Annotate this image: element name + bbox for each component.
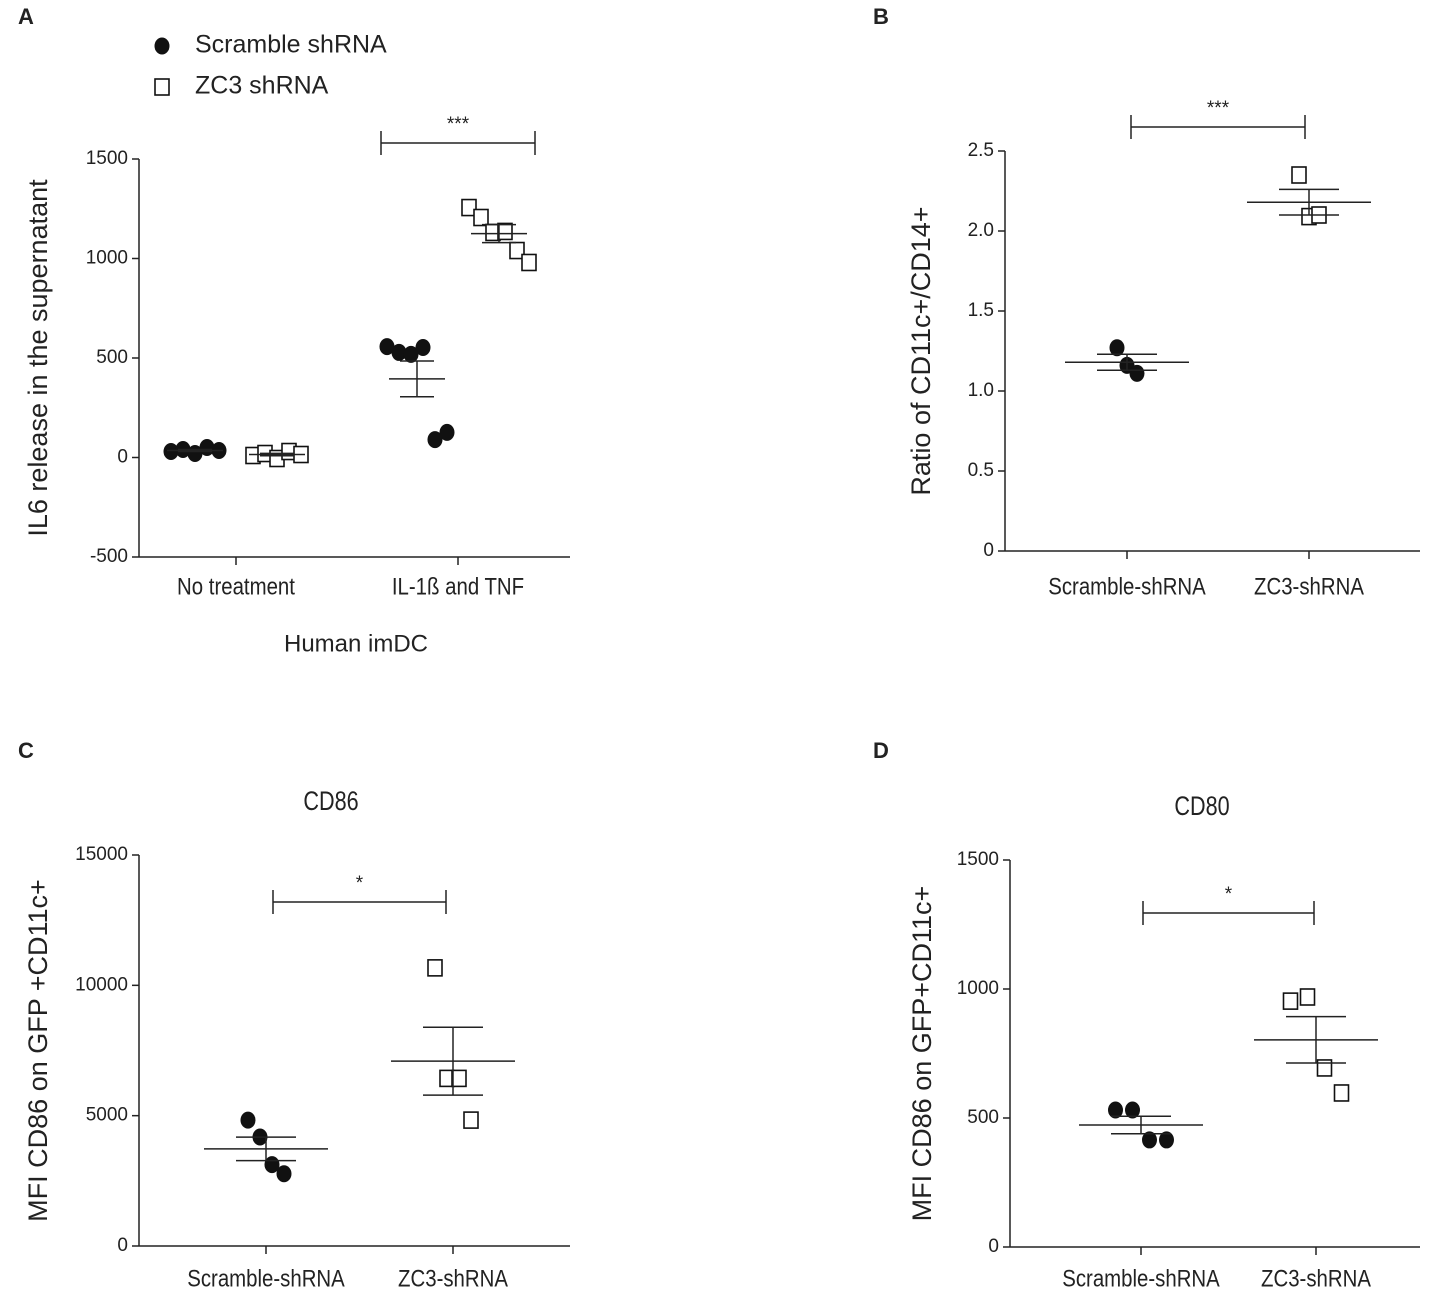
y-tick-label: 2.5 — [968, 140, 994, 161]
point — [1125, 1101, 1140, 1119]
significance-label: *** — [447, 114, 470, 135]
significance-label: *** — [1207, 98, 1230, 119]
point — [154, 78, 170, 96]
y-tick-label: 0.5 — [968, 460, 994, 481]
x-tick-label: Scramble-shRNA — [1048, 573, 1206, 600]
panel-label: A — [18, 4, 34, 29]
point — [1159, 1131, 1174, 1149]
x-tick-label: No treatment — [177, 573, 296, 600]
x-tick-label: IL-1ß and TNF — [392, 573, 524, 600]
x-tick-label: ZC3-shRNA — [1254, 573, 1364, 600]
point — [509, 241, 525, 260]
chart-title: CD86 — [303, 787, 358, 817]
y-tick-label: 0 — [988, 1236, 999, 1257]
legend-label: ZC3 shRNA — [195, 72, 329, 100]
y-axis-label: IL6 release in the supernatant — [23, 179, 53, 537]
y-axis-label: MFI CD86 on GFP +CD11c+ — [23, 879, 53, 1222]
legend-label: Scramble shRNA — [195, 31, 387, 59]
panel-label: B — [873, 4, 889, 29]
point — [403, 345, 419, 363]
point — [163, 443, 179, 461]
point — [451, 1069, 467, 1088]
y-tick-label: 0 — [983, 540, 994, 561]
y-tick-label: 1.0 — [968, 380, 994, 401]
x-tick-label: ZC3-shRNA — [1261, 1265, 1371, 1292]
point — [427, 959, 443, 977]
panel-label: C — [18, 738, 34, 763]
point — [1108, 1101, 1123, 1119]
y-tick-label: 1500 — [86, 148, 128, 169]
significance-label: * — [356, 873, 364, 894]
y-tick-label: 10000 — [75, 974, 128, 995]
point — [1282, 992, 1299, 1010]
point — [1316, 1059, 1333, 1077]
point — [1291, 166, 1307, 184]
point — [415, 338, 431, 356]
point — [439, 423, 455, 441]
point — [1299, 988, 1316, 1006]
point — [461, 198, 477, 217]
x-axis-label: Human imDC — [284, 630, 428, 657]
point — [276, 1165, 292, 1183]
y-tick-label: 500 — [967, 1107, 999, 1128]
point — [521, 253, 537, 272]
y-tick-label: 2.0 — [968, 220, 994, 241]
y-tick-label: 15000 — [75, 844, 128, 865]
y-tick-label: 1000 — [86, 248, 128, 269]
y-axis-label: Ratio of CD11c+/CD14+ — [906, 206, 936, 495]
y-tick-label: 0 — [117, 447, 128, 468]
x-tick-label: ZC3-shRNA — [398, 1265, 508, 1292]
y-tick-label: 5000 — [86, 1105, 128, 1126]
point — [497, 222, 513, 241]
x-tick-label: Scramble-shRNA — [187, 1265, 345, 1292]
significance-label: * — [1225, 884, 1233, 905]
point — [1129, 364, 1145, 382]
point — [473, 208, 489, 227]
y-axis-label: MFI CD86 on GFP+CD11c+ — [907, 886, 937, 1222]
y-tick-label: 1500 — [957, 849, 999, 870]
point — [1333, 1084, 1350, 1102]
x-tick-label: Scramble-shRNA — [1062, 1265, 1220, 1292]
y-tick-label: 500 — [96, 347, 128, 368]
y-tick-label: 0 — [117, 1235, 128, 1256]
point — [463, 1111, 479, 1129]
point — [1109, 339, 1125, 357]
chart-title: CD80 — [1174, 792, 1229, 822]
panel-label: D — [873, 738, 889, 763]
point — [154, 37, 170, 55]
y-tick-label: 1.5 — [968, 300, 994, 321]
point — [379, 338, 395, 356]
point — [1142, 1131, 1157, 1149]
point — [391, 343, 407, 361]
point — [427, 431, 443, 449]
point — [240, 1111, 256, 1129]
y-tick-label: 1000 — [957, 978, 999, 999]
y-tick-label: -500 — [90, 546, 128, 567]
